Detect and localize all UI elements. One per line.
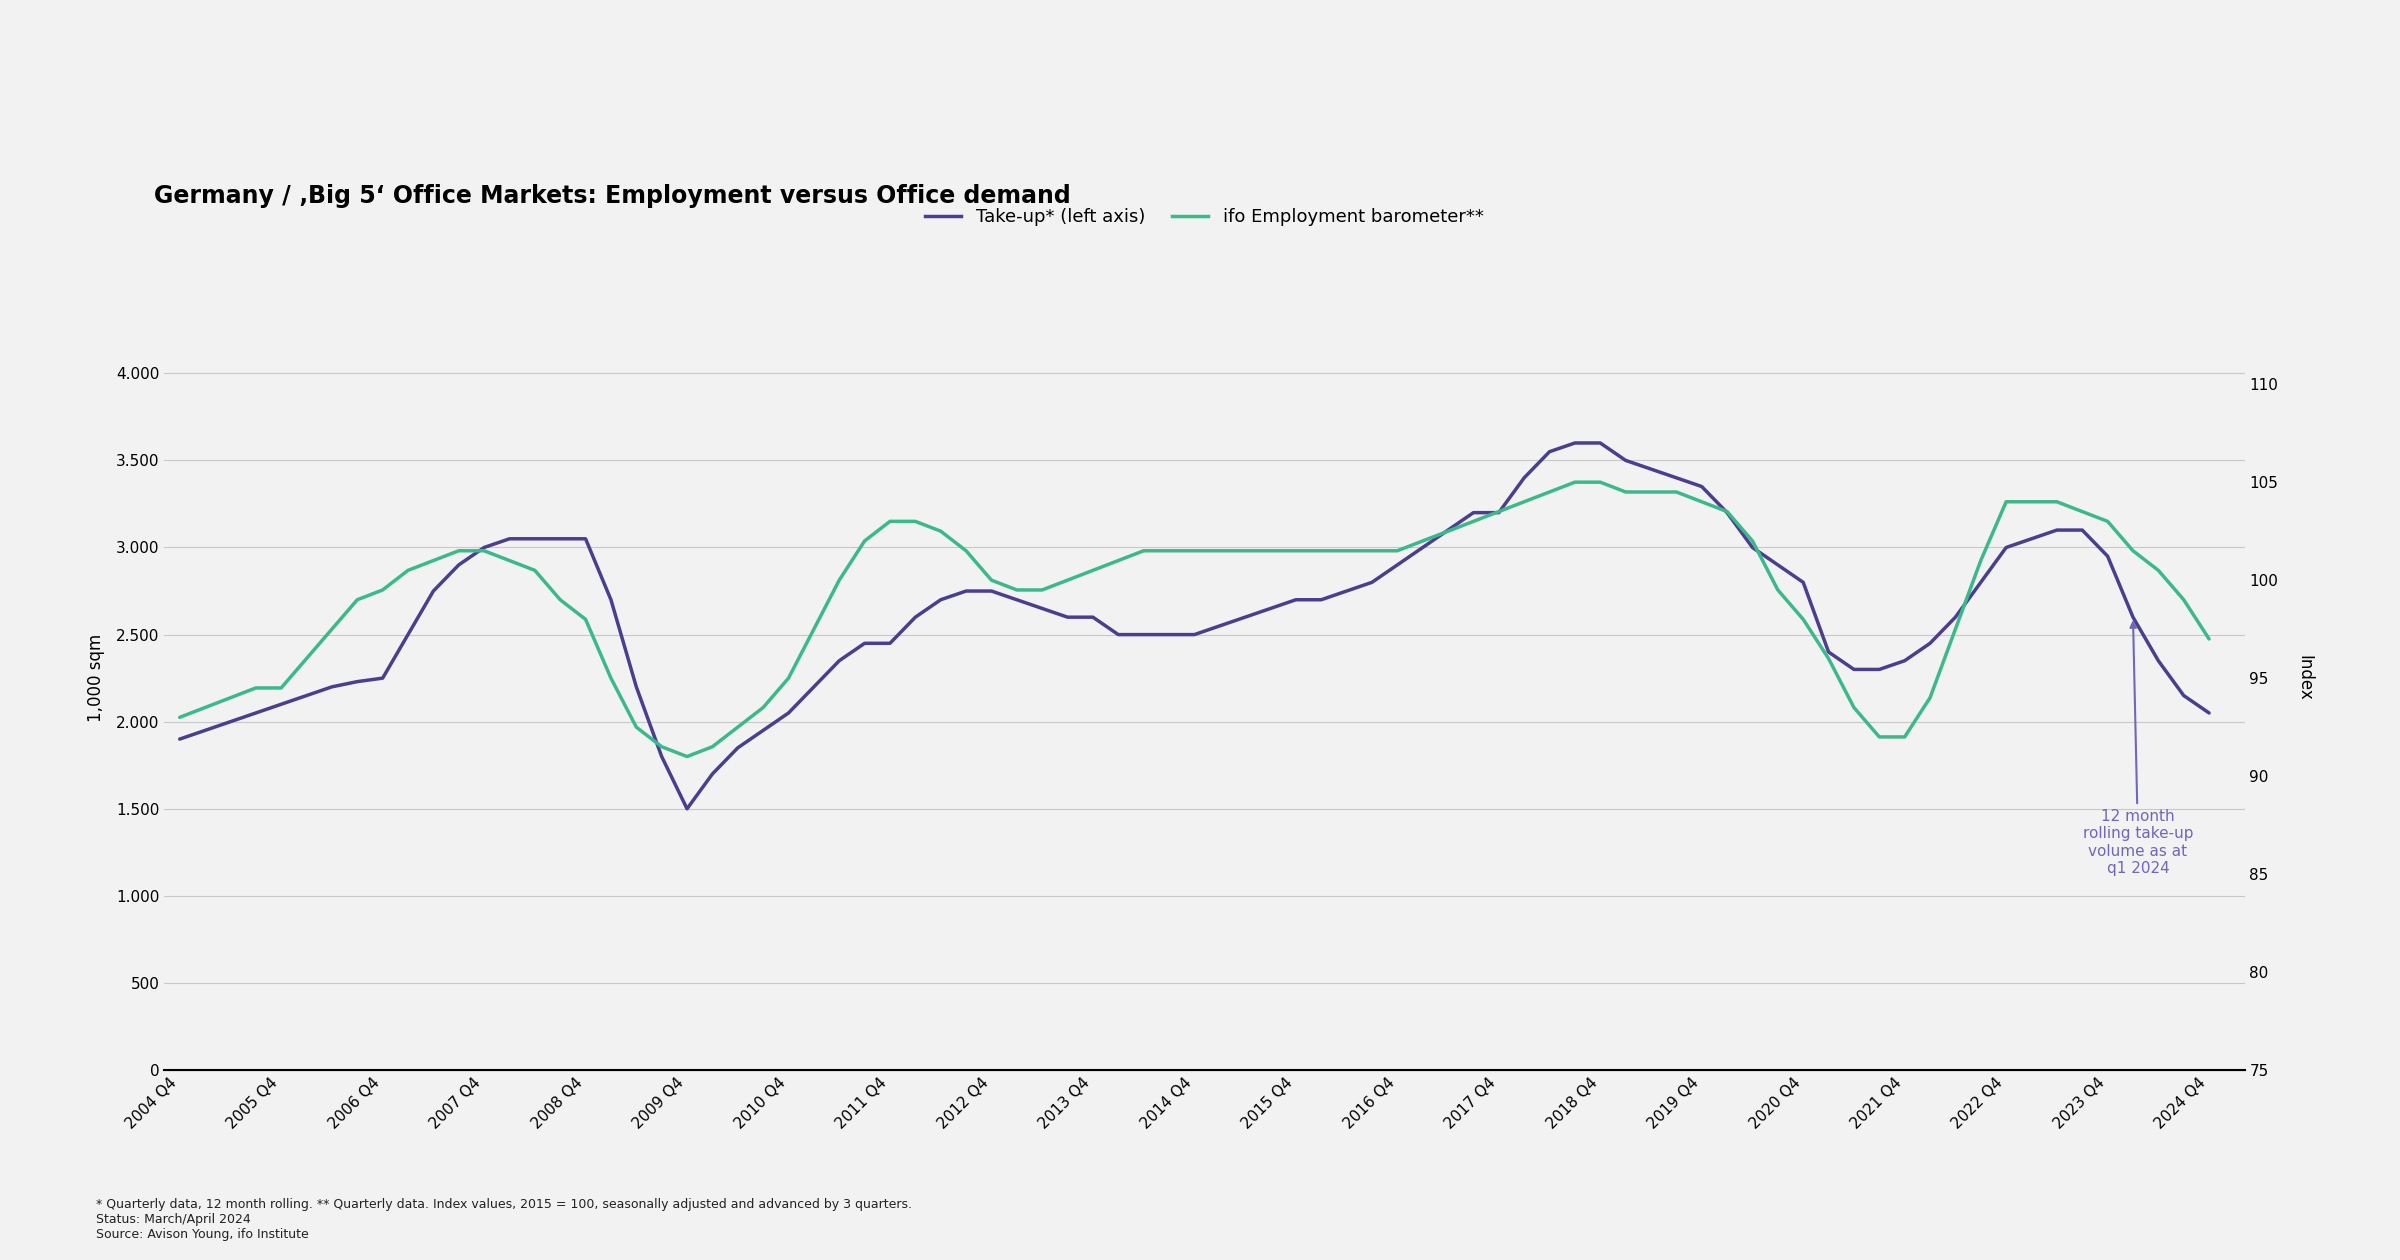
Text: 12 month
rolling take-up
volume as at
q1 2024: 12 month rolling take-up volume as at q1… xyxy=(2083,622,2194,876)
Y-axis label: 1,000 sqm: 1,000 sqm xyxy=(86,634,106,722)
Text: Germany / ‚Big 5‘ Office Markets: Employment versus Office demand: Germany / ‚Big 5‘ Office Markets: Employ… xyxy=(154,184,1070,208)
Y-axis label: Index: Index xyxy=(2294,655,2314,701)
Legend: Take-up* (left axis), ifo Employment barometer**: Take-up* (left axis), ifo Employment bar… xyxy=(919,202,1490,233)
Text: * Quarterly data, 12 month rolling. ** Quarterly data. Index values, 2015 = 100,: * Quarterly data, 12 month rolling. ** Q… xyxy=(96,1198,912,1241)
